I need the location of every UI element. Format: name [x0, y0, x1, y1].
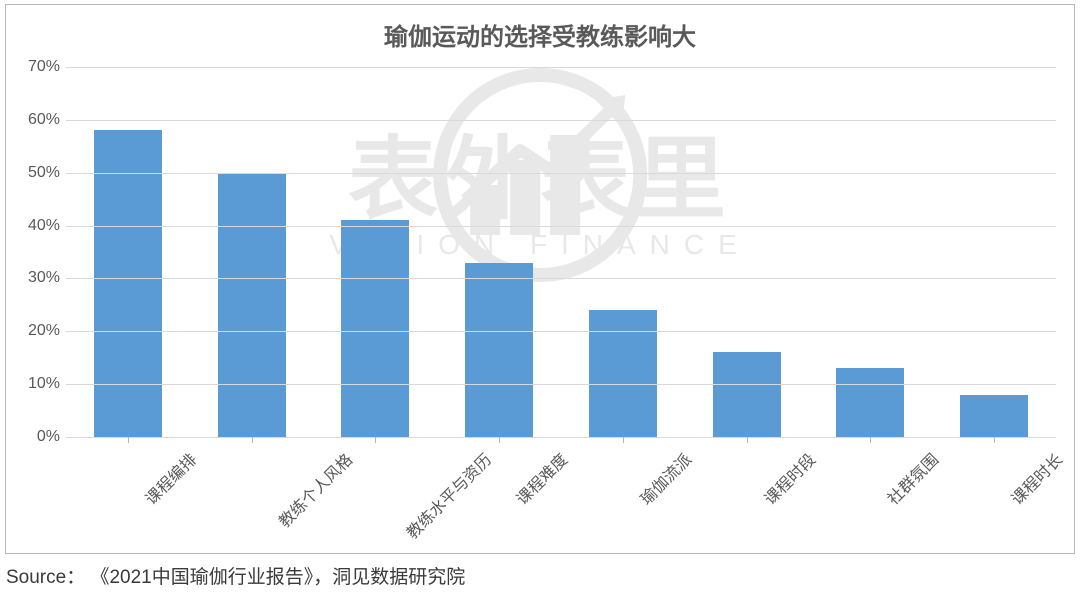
y-tick-label: 70%	[28, 58, 60, 76]
source-label: Source：	[6, 567, 85, 588]
x-label: 课程编排	[139, 447, 201, 509]
bar	[465, 263, 533, 437]
gridline	[66, 278, 1056, 279]
x-label: 教练个人风格	[272, 447, 357, 532]
x-label: 瑜伽流派	[634, 447, 696, 509]
y-tick-label: 30%	[28, 269, 60, 287]
bar	[960, 395, 1028, 437]
gridline	[66, 437, 1056, 438]
bar	[589, 310, 657, 437]
source-line: Source： 《2021中国瑜伽行业报告》，洞见数据研究院	[6, 562, 465, 589]
x-label: 教练水平与资历	[400, 447, 496, 543]
gridline	[66, 331, 1056, 332]
gridline	[66, 226, 1056, 227]
gridline	[66, 120, 1056, 121]
x-label: 课程难度	[510, 447, 572, 509]
gridline	[66, 384, 1056, 385]
chart-title: 瑜伽运动的选择受教练影响大	[6, 17, 1074, 52]
x-tick	[747, 437, 748, 443]
y-tick-label: 20%	[28, 322, 60, 340]
x-tick	[623, 437, 624, 443]
x-label: 课程时段	[757, 447, 819, 509]
x-label: 课程时长	[1005, 447, 1067, 509]
x-tick	[499, 437, 500, 443]
plot-area: 0%10%20%30%40%50%60%70%课程编排教练个人风格教练水平与资历…	[66, 67, 1056, 437]
bar	[836, 368, 904, 437]
y-tick-label: 40%	[28, 217, 60, 235]
bars-layer	[66, 67, 1056, 437]
y-tick-label: 0%	[37, 428, 60, 446]
gridline	[66, 67, 1056, 68]
x-tick	[870, 437, 871, 443]
chart-container: 瑜伽运动的选择受教练影响大 表外表里 VISION FINANCE 0%10%2…	[5, 4, 1075, 554]
bar	[341, 220, 409, 437]
source-text: 《2021中国瑜伽行业报告》，洞见数据研究院	[90, 567, 465, 588]
gridline	[66, 173, 1056, 174]
bar	[218, 173, 286, 437]
x-tick	[128, 437, 129, 443]
bar	[713, 352, 781, 437]
y-tick-label: 50%	[28, 164, 60, 182]
bar	[94, 130, 162, 437]
x-tick	[375, 437, 376, 443]
x-label: 社群氛围	[881, 447, 943, 509]
x-tick	[252, 437, 253, 443]
x-tick	[994, 437, 995, 443]
y-tick-label: 10%	[28, 375, 60, 393]
y-tick-label: 60%	[28, 111, 60, 129]
